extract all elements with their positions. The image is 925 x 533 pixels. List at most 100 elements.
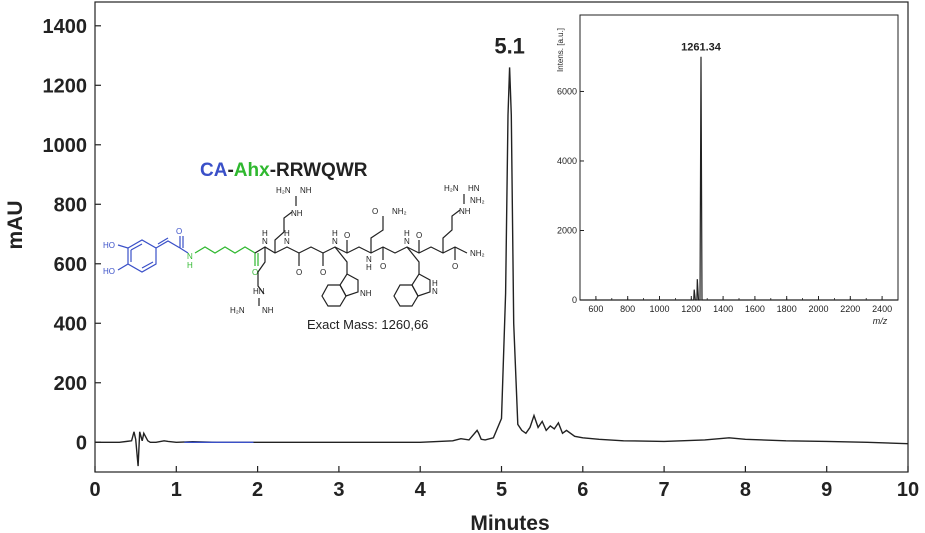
- ahx-h-label: H: [187, 261, 193, 270]
- trp1-pyrrole: [339, 273, 359, 297]
- arg3-nh2: NH₂: [470, 196, 485, 205]
- carbonyl-o-4: O: [344, 231, 350, 240]
- main-x-tick-label: 3: [333, 479, 344, 501]
- title-dash-1: -: [227, 160, 233, 181]
- hydroxyl-label-2: HO: [103, 267, 115, 276]
- backbone-n-5: N: [404, 237, 410, 246]
- peptide-structure: CA-Ahx-RRWQWR Exact Mass: 1260,66 HO HO …: [103, 160, 485, 332]
- main-x-tick-label: 5: [496, 479, 507, 501]
- arg1-h2n: H₂N: [276, 186, 291, 195]
- inset-y-axis-title: Intens. [a.u.]: [556, 28, 565, 72]
- main-y-tick-label: 1200: [43, 75, 88, 97]
- title-dash-2: -: [270, 160, 276, 181]
- arg3-h2n: H₂N: [444, 184, 459, 193]
- ahx-carbonyl-o: O: [252, 268, 258, 277]
- main-y-tick-label: 0: [76, 432, 87, 454]
- arg1-nh: NH: [291, 209, 303, 218]
- mass-spectrum-trace: [580, 56, 898, 301]
- arg3-hn: HN: [468, 184, 480, 193]
- backbone-n-2: N: [284, 237, 290, 246]
- ahx-n-label: N: [187, 252, 193, 261]
- carbonyl-o-3: O: [320, 268, 326, 277]
- inset-x-tick-label: 1200: [681, 304, 701, 314]
- y-axis-title: mAU: [4, 200, 27, 249]
- title-sequence: RRWQWR: [276, 160, 368, 181]
- inset-x-tick-label: 1800: [777, 304, 797, 314]
- inset-x-tick-label: 2400: [872, 304, 892, 314]
- carbonyl-o-6: O: [416, 231, 422, 240]
- main-y-ticks: 0 200 400 600 800 1000 1200 1400: [43, 16, 101, 454]
- main-y-tick-label: 800: [54, 194, 87, 216]
- arg2-nh: NH: [262, 306, 274, 315]
- main-x-tick-label: 8: [740, 479, 751, 501]
- amide-bond-blue: [179, 247, 189, 254]
- backbone-n-1: N: [262, 237, 268, 246]
- backbone-h-5: H: [404, 229, 410, 238]
- arg1-chain: [274, 211, 293, 253]
- tryptophan-sidechain-2: H N: [393, 246, 438, 307]
- terminal-nh2: NH₂: [470, 249, 485, 258]
- main-y-tick-label: 600: [54, 254, 87, 276]
- tryptophan-sidechain-1: NH: [321, 246, 372, 307]
- exact-mass-label: Exact Mass: 1260,66: [307, 317, 428, 332]
- hydroxyl-label-1: HO: [103, 241, 115, 250]
- mass-spectrum-peak-label: 1261.34: [681, 42, 722, 54]
- backbone-h-4: H: [366, 263, 372, 272]
- arginine-sidechain-top-1: NH H₂N NH: [274, 186, 312, 253]
- caffeic-acid-group: HO HO O: [103, 227, 189, 276]
- ring-inner-bond-2: [141, 261, 154, 269]
- inset-x-tick-label: 1400: [713, 304, 733, 314]
- backbone-n-4: N: [366, 255, 372, 264]
- carbonyl-o-1: O: [176, 227, 182, 236]
- arg3-nh: NH: [459, 207, 471, 216]
- main-x-tick-label: 1: [171, 479, 182, 501]
- inset-x-tick-label: 600: [588, 304, 603, 314]
- backbone-h-1: H: [262, 229, 268, 238]
- arg2-hn: HN: [253, 287, 265, 296]
- trp2-benzene: [393, 284, 419, 307]
- main-x-tick-label: 2: [252, 479, 263, 501]
- main-x-tick-label: 0: [89, 479, 100, 501]
- vinyl-double-bond: [157, 237, 169, 245]
- trp1-benzene: [321, 284, 347, 307]
- mass-spectrum-inset: 0 2000 4000 6000 600 800 1000 1200 1400 1600 1800…: [556, 14, 899, 326]
- gln-nh2: NH₂: [392, 207, 407, 216]
- arginine-sidechain-bottom: HN H₂N NH: [230, 247, 274, 315]
- main-x-tick-label: 9: [821, 479, 832, 501]
- carbonyl-o-5: O: [380, 262, 386, 271]
- trp2-n: N: [432, 287, 438, 296]
- backbone-n-3: N: [332, 237, 338, 246]
- trp2-pyrrole: [411, 273, 431, 297]
- trp1-chain: [334, 246, 348, 274]
- peak-label: 5.1: [494, 33, 525, 58]
- main-y-tick-label: 400: [54, 313, 87, 335]
- main-x-tick-label: 10: [897, 479, 919, 501]
- backbone-line: [254, 246, 468, 254]
- main-plot-area: 0 200 400 600 800 1000 1200 1400 0 1 2 3 4 5 6 7 8 9 10 5…: [4, 1, 919, 533]
- main-x-tick-label: 6: [577, 479, 588, 501]
- oh-bond-1: [117, 244, 129, 249]
- inset-x-tick-label: 1600: [745, 304, 765, 314]
- inset-y-tick-label: 6000: [557, 86, 577, 96]
- inset-y-tick-label: 2000: [557, 225, 577, 235]
- trp2-h: H: [432, 279, 438, 288]
- gln-o: O: [372, 207, 378, 216]
- title-ca: CA: [200, 160, 228, 181]
- backbone-h-2: H: [284, 229, 290, 238]
- arg2-chain: [257, 247, 266, 295]
- inset-x-ticks: 600 800 1000 1200 1400 1600 1800 2000 2200 2400: [579, 296, 899, 314]
- glutamine-sidechain: O NH₂: [370, 207, 407, 253]
- vinyl-chain: [155, 240, 181, 249]
- peptide-backbone: N H N H N H N H N H O O O O O O NH₂: [254, 229, 485, 277]
- main-x-tick-label: 4: [415, 479, 427, 501]
- inset-x-tick-label: 2200: [840, 304, 860, 314]
- inset-plot-frame: [579, 14, 899, 301]
- chromatogram-trace: [95, 67, 909, 467]
- structure-title: CA-Ahx-RRWQWR: [200, 160, 368, 181]
- trp2-chain: [406, 246, 420, 274]
- gln-chain: [370, 216, 384, 253]
- main-y-tick-label: 1400: [43, 16, 88, 38]
- inset-y-tick-label: 0: [572, 295, 577, 305]
- carbonyl-o-7: O: [452, 262, 458, 271]
